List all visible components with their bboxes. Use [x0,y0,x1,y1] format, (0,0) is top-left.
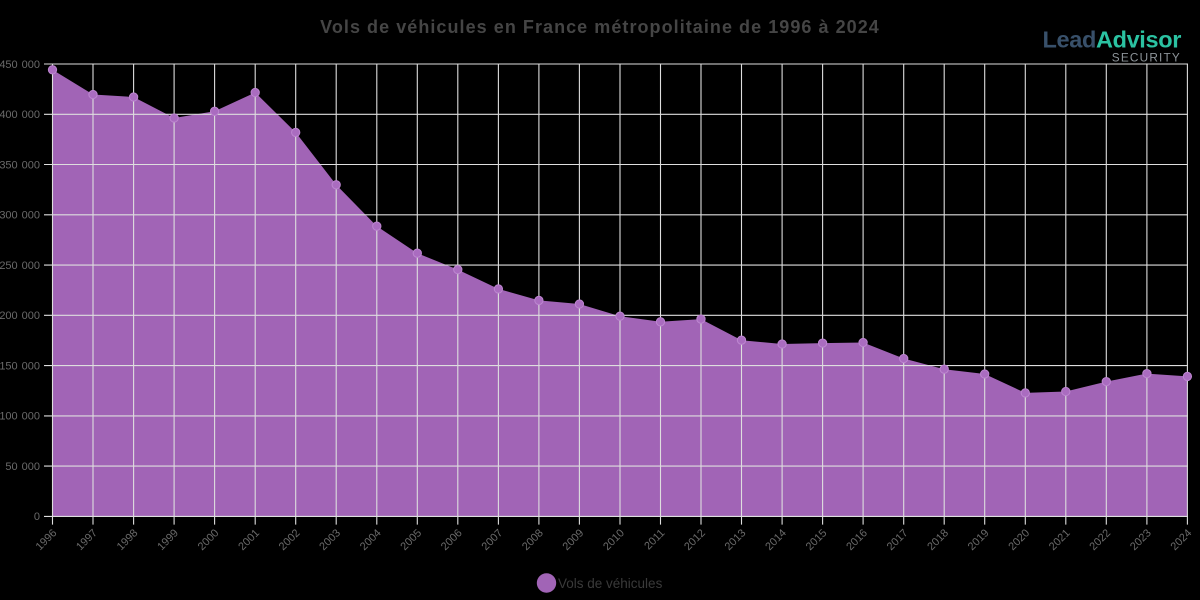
svg-text:100 000: 100 000 [0,411,40,423]
svg-text:0: 0 [34,511,40,523]
svg-text:300 000: 300 000 [0,210,40,222]
svg-text:SECURITY: SECURITY [1112,51,1181,65]
svg-text:200 000: 200 000 [0,310,40,322]
svg-text:250 000: 250 000 [0,260,40,272]
svg-text:400 000: 400 000 [0,109,40,121]
svg-text:Vols de véhicules: Vols de véhicules [558,576,663,591]
svg-text:450 000: 450 000 [0,59,40,71]
svg-text:LeadAdvisor: LeadAdvisor [1043,27,1182,53]
svg-text:350 000: 350 000 [0,159,40,171]
svg-text:50 000: 50 000 [5,461,40,473]
svg-text:Vols de véhicules en France mé: Vols de véhicules en France métropolitai… [320,17,880,37]
svg-text:150 000: 150 000 [0,360,40,372]
